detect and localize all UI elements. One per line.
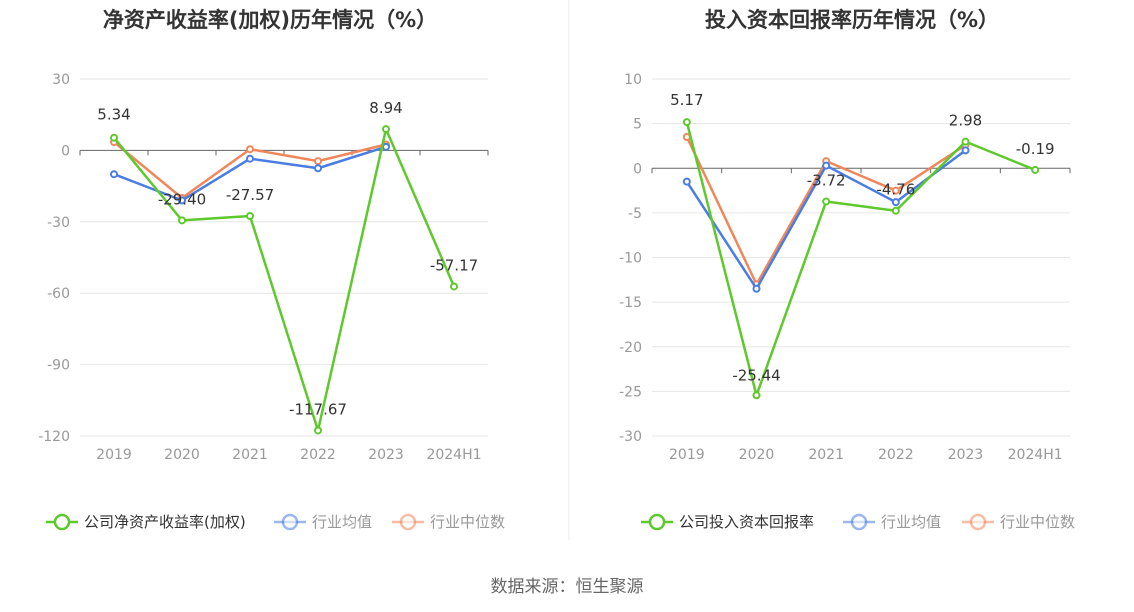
legend-label: 公司投入资本回报率 <box>679 513 814 531</box>
legend-item: 公司净资产收益率(加权) <box>46 513 246 531</box>
x-tick-label: 2020 <box>739 447 775 463</box>
data-label: -4.76 <box>876 181 915 199</box>
data-label: 2.98 <box>949 112 982 130</box>
series-median <box>682 133 970 289</box>
data-label: -25.44 <box>732 366 780 384</box>
legend-label: 行业均值 <box>312 513 372 531</box>
x-tick-label: 2019 <box>96 447 132 463</box>
data-point <box>246 212 254 221</box>
data-point <box>752 284 761 293</box>
data-point <box>110 133 118 142</box>
data-source-label: 数据来源：恒生聚源 <box>491 577 644 597</box>
legend-marker <box>969 513 987 531</box>
legend-marker <box>850 513 868 531</box>
roic-chart: 投入资本回报率历年情况（%） 10 5 0 -5 -10 -15 -20 -25 -30 2019 2… <box>619 8 1075 531</box>
x-tick-label: 2023 <box>368 447 404 463</box>
y-tick-label: 30 <box>52 72 70 88</box>
series-avg <box>682 146 970 293</box>
data-point <box>314 164 322 173</box>
data-point <box>682 118 691 127</box>
data-point <box>314 426 322 435</box>
legend-label: 行业中位数 <box>1000 513 1075 531</box>
y-tick-label: -30 <box>619 429 642 445</box>
data-point <box>246 154 254 163</box>
series-company <box>110 125 458 435</box>
legend-item: 行业均值 <box>843 513 941 531</box>
data-label: -117.67 <box>289 400 347 418</box>
data-point <box>314 157 322 166</box>
legend-marker <box>648 513 666 531</box>
data-point <box>178 216 186 225</box>
x-tick-label: 2024H1 <box>1008 447 1063 463</box>
x-tick-label: 2021 <box>808 447 844 463</box>
x-tick-label: 2021 <box>232 447 268 463</box>
data-point <box>1031 165 1040 174</box>
legend-item: 行业中位数 <box>392 513 505 531</box>
data-point <box>178 196 186 205</box>
data-label: -27.57 <box>226 186 274 204</box>
y-tick-label: -30 <box>47 215 70 231</box>
legend-marker <box>281 513 299 531</box>
data-point <box>891 186 900 195</box>
y-tick-label: -25 <box>619 384 642 400</box>
data-label: 5.17 <box>670 91 703 109</box>
y-tick-label: 0 <box>61 143 70 159</box>
y-tick-label: -120 <box>38 429 70 445</box>
data-point <box>961 137 970 146</box>
data-label: 5.34 <box>97 106 130 124</box>
legend-label: 行业均值 <box>881 513 941 531</box>
data-point <box>450 282 458 291</box>
y-tick-label: -15 <box>619 295 642 311</box>
x-tick-label: 2022 <box>300 447 336 463</box>
data-label: -57.17 <box>430 256 478 274</box>
chart-title: 净资产收益率(加权)历年情况（%） <box>103 8 437 32</box>
chart-title: 投入资本回报率历年情况（%） <box>705 8 999 32</box>
data-point <box>682 177 691 186</box>
y-tick-label: -10 <box>619 251 642 267</box>
y-tick-label: -90 <box>47 358 70 374</box>
legend-item: 行业均值 <box>274 513 372 531</box>
data-point <box>891 206 900 215</box>
x-tick-label: 2020 <box>164 447 200 463</box>
series-company <box>682 118 1040 400</box>
x-tick-label: 2019 <box>669 447 705 463</box>
data-point <box>246 145 254 154</box>
legend-label: 行业中位数 <box>430 513 505 531</box>
data-label: -3.72 <box>807 171 846 189</box>
x-tick-label: 2023 <box>948 447 984 463</box>
data-point <box>382 125 390 134</box>
data-point <box>822 197 831 206</box>
y-tick-label: -5 <box>628 206 642 222</box>
y-tick-label: 10 <box>624 72 642 88</box>
y-tick-label: 5 <box>633 117 642 133</box>
y-tick-label: -20 <box>619 340 642 356</box>
data-label: -0.19 <box>1016 140 1055 158</box>
data-point <box>752 391 761 400</box>
data-point <box>891 198 900 207</box>
data-point <box>961 146 970 155</box>
legend-marker <box>53 513 71 531</box>
x-tick-label: 2024H1 <box>426 447 481 463</box>
legend-marker <box>399 513 417 531</box>
y-tick-label: 0 <box>633 161 642 177</box>
legend-label: 公司净资产收益率(加权) <box>84 513 246 531</box>
data-point <box>110 170 118 179</box>
y-tick-label: -60 <box>47 286 70 302</box>
series-line <box>113 127 456 432</box>
data-label: 8.94 <box>369 99 402 117</box>
series-line <box>685 121 1036 397</box>
roe-chart: 净资产收益率(加权)历年情况（%） 30 0 -30 -60 -90 -120 2019 202… <box>38 8 505 531</box>
data-label: -29.40 <box>158 190 206 208</box>
legend-item: 行业中位数 <box>962 513 1075 531</box>
x-tick-label: 2022 <box>878 447 914 463</box>
data-point <box>382 142 390 151</box>
legend-item: 公司投入资本回报率 <box>641 513 814 531</box>
data-point <box>822 161 831 170</box>
